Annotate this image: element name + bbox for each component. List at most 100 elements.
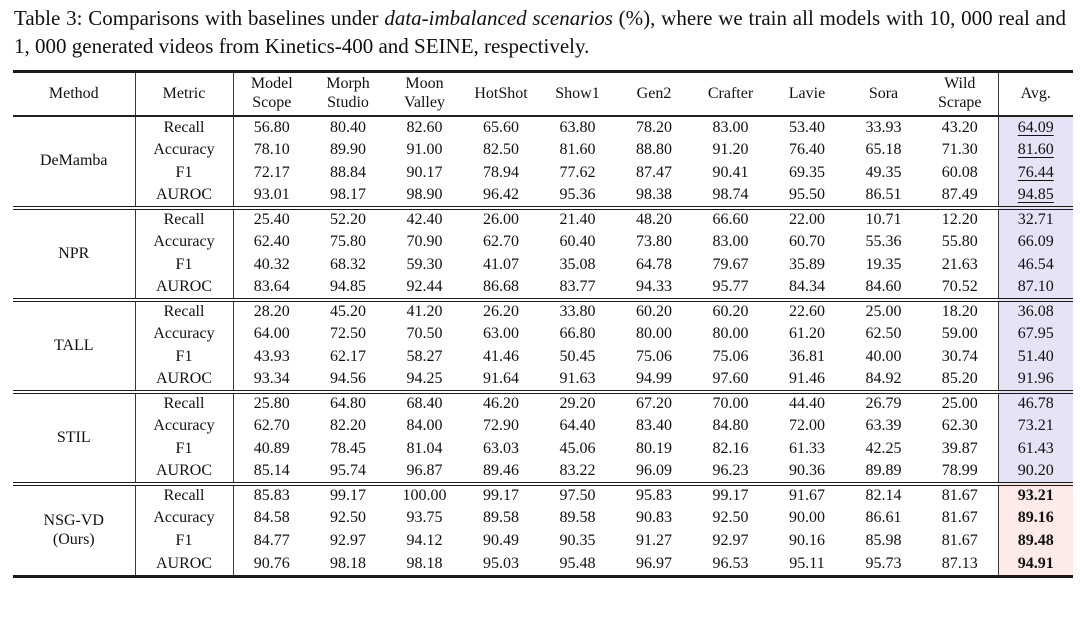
value-cell: 80.40 xyxy=(330,118,366,136)
value-cell: 82.20 xyxy=(330,417,366,435)
value-cell: 80.19 xyxy=(636,440,672,458)
value-cell: 77.62 xyxy=(559,164,596,182)
value-cell: 86.68 xyxy=(483,278,519,296)
table-row: NSG-VD (Ours) Recall 85.83 99.17 100.00 99.17… xyxy=(13,484,1073,548)
value-cell: 35.89 xyxy=(789,256,825,274)
value-cell: 52.20 xyxy=(330,211,366,229)
results-table: Method Metric Model Scope Morph Studio Moon … xyxy=(13,69,1073,578)
value-cell: 40.32 xyxy=(232,254,310,278)
value-cell: 92.44 xyxy=(406,278,443,296)
value-cell: 22.00 xyxy=(789,211,825,229)
value-cell: 96.53 xyxy=(712,554,749,572)
value-cell: 89.89 xyxy=(865,462,902,480)
caption-prefix: Table 3: Comparisons with baselines unde… xyxy=(14,6,385,30)
value-cell: 28.20 xyxy=(232,300,310,324)
value-cell: 60.20 xyxy=(636,303,672,321)
value-cell: 97.60 xyxy=(712,370,749,388)
avg-cell: 46.54 xyxy=(997,254,1073,278)
value-cell: 63.03 xyxy=(483,440,519,458)
table-row: AUROC 90.76 98.18 98.18 95.03 95.48 96.97 96.53… xyxy=(13,553,1073,577)
value-cell: 26.20 xyxy=(483,303,519,321)
value-cell: 71.30 xyxy=(941,141,978,159)
value-cell: 82.60 xyxy=(406,118,443,136)
value-cell: 93.01 xyxy=(232,185,310,209)
header-cell-method: Method xyxy=(13,71,135,118)
value-cell: 85.14 xyxy=(232,461,310,485)
metric-cell: Recall xyxy=(134,300,233,324)
value-cell: 78.10 xyxy=(232,139,310,163)
value-cell: 60.08 xyxy=(941,164,978,182)
value-cell: 66.60 xyxy=(712,211,749,229)
value-cell: 98.90 xyxy=(406,186,443,204)
value-cell: 90.49 xyxy=(483,532,519,550)
value-cell: 90.16 xyxy=(789,532,825,550)
value-cell: 95.03 xyxy=(483,554,519,572)
value-cell: 39.87 xyxy=(941,440,978,458)
avg-cell: 46.78 xyxy=(997,392,1073,416)
table-row: AUROC 85.14 95.74 96.87 89.46 83.22 96.09 96.23… xyxy=(13,461,1073,485)
value-cell: 40.00 xyxy=(865,348,902,366)
value-cell: 89.58 xyxy=(559,509,596,527)
value-cell: 78.99 xyxy=(941,462,978,480)
value-cell: 94.25 xyxy=(406,370,443,388)
value-cell: 26.79 xyxy=(865,395,902,413)
value-cell: 93.34 xyxy=(232,369,310,393)
value-cell: 94.85 xyxy=(330,278,366,296)
value-cell: 78.94 xyxy=(483,164,519,182)
value-cell: 80.00 xyxy=(636,325,672,343)
value-cell: 88.84 xyxy=(330,164,366,182)
value-cell: 25.80 xyxy=(232,392,310,416)
value-cell: 41.46 xyxy=(483,348,519,366)
value-cell: 55.36 xyxy=(865,233,902,251)
header-cell-crafter: Crafter xyxy=(692,71,769,118)
value-cell: 89.46 xyxy=(483,462,519,480)
metric-cell: Recall xyxy=(134,208,233,232)
value-cell: 45.06 xyxy=(559,440,596,458)
value-cell: 84.80 xyxy=(712,417,749,435)
value-cell: 43.93 xyxy=(232,346,310,370)
table-row: F1 72.17 88.84 90.17 78.94 77.62 87.47 90.41 69.… xyxy=(13,162,1073,186)
method-group: TALL Recall 28.20 45.20 41.20 26.20 33.80 60.20… xyxy=(13,300,1073,393)
value-cell: 43.20 xyxy=(941,118,978,136)
value-cell: 92.50 xyxy=(330,509,366,527)
metric-cell: Recall xyxy=(134,116,233,140)
value-cell: 41.07 xyxy=(483,256,519,274)
value-cell: 55.80 xyxy=(941,233,978,251)
value-cell: 96.97 xyxy=(636,554,672,572)
value-cell: 61.20 xyxy=(789,325,825,343)
value-cell: 12.20 xyxy=(941,211,978,229)
value-cell: 81.67 xyxy=(941,509,978,527)
value-cell: 81.67 xyxy=(941,487,978,505)
metric-cell: AUROC xyxy=(134,185,233,209)
header-cell-show1: Show1 xyxy=(539,71,616,118)
metric-cell: F1 xyxy=(134,162,233,186)
value-cell: 87.47 xyxy=(636,164,672,182)
avg-cell: 51.40 xyxy=(997,346,1073,370)
header-cell-gen2: Gen2 xyxy=(616,71,692,118)
value-cell: 62.30 xyxy=(941,417,978,435)
value-cell: 64.78 xyxy=(636,256,672,274)
value-cell: 30.74 xyxy=(941,348,978,366)
value-cell: 50.45 xyxy=(559,348,596,366)
value-cell: 84.77 xyxy=(232,530,310,554)
value-cell: 70.90 xyxy=(406,233,443,251)
value-cell: 35.08 xyxy=(559,256,596,274)
value-cell: 83.77 xyxy=(559,278,596,296)
value-cell: 83.00 xyxy=(712,233,749,251)
value-cell: 94.56 xyxy=(330,370,366,388)
value-cell: 90.76 xyxy=(232,553,310,577)
metric-cell: AUROC xyxy=(134,369,233,393)
value-cell: 63.39 xyxy=(865,417,902,435)
metric-cell: F1 xyxy=(134,254,233,278)
value-cell: 96.09 xyxy=(636,462,672,480)
value-cell: 96.42 xyxy=(483,186,519,204)
method-group: DeMamba Recall 56.80 80.40 82.60 65.60 63.80 78… xyxy=(13,116,1073,209)
value-cell: 68.40 xyxy=(406,395,443,413)
avg-cell: 64.09 xyxy=(997,116,1073,140)
avg-cell: 93.21 xyxy=(997,484,1073,508)
value-cell: 79.67 xyxy=(712,256,749,274)
value-cell: 96.23 xyxy=(712,462,749,480)
value-cell: 95.83 xyxy=(636,487,672,505)
avg-cell: 76.44 xyxy=(997,162,1073,186)
value-cell: 62.17 xyxy=(330,348,366,366)
